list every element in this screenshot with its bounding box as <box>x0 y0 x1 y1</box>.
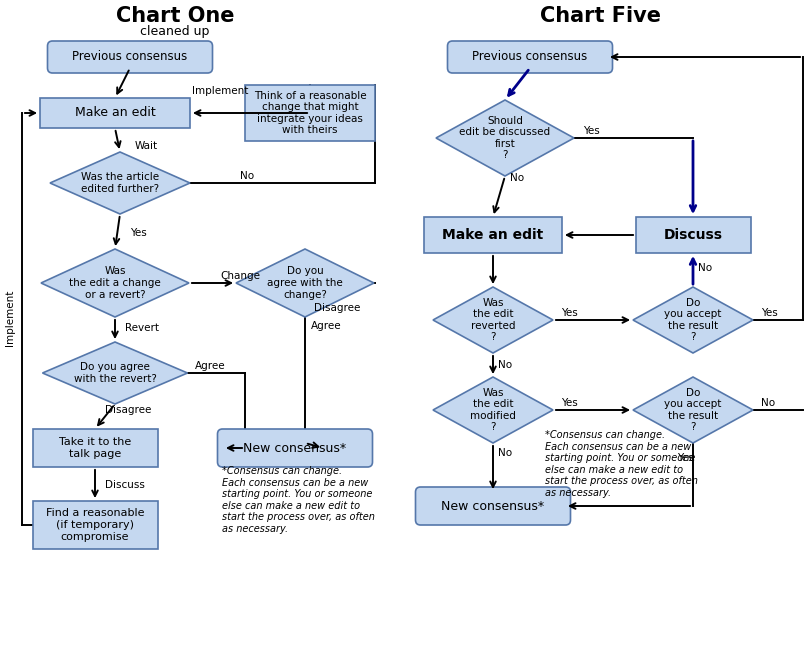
FancyBboxPatch shape <box>32 429 158 467</box>
Text: Wait: Wait <box>135 141 158 151</box>
Text: Implement: Implement <box>191 86 248 96</box>
Text: Was
the edit
reverted
?: Was the edit reverted ? <box>471 297 516 342</box>
FancyBboxPatch shape <box>448 41 612 73</box>
Text: Think of a reasonable
change that might
integrate your ideas
with theirs: Think of a reasonable change that might … <box>254 91 366 136</box>
FancyBboxPatch shape <box>636 217 751 253</box>
FancyBboxPatch shape <box>48 41 213 73</box>
FancyBboxPatch shape <box>245 85 375 141</box>
Text: Change: Change <box>220 271 260 281</box>
Text: Previous consensus: Previous consensus <box>73 51 187 64</box>
Polygon shape <box>41 249 189 317</box>
Text: New consensus*: New consensus* <box>243 442 347 455</box>
Text: Yes: Yes <box>130 228 147 238</box>
Polygon shape <box>433 377 553 443</box>
Text: No: No <box>698 263 712 273</box>
Polygon shape <box>236 249 374 317</box>
Polygon shape <box>50 152 190 214</box>
Text: Discuss: Discuss <box>105 480 145 490</box>
Text: Previous consensus: Previous consensus <box>473 51 587 64</box>
FancyBboxPatch shape <box>424 217 562 253</box>
Text: Do you agree
with the revert?: Do you agree with the revert? <box>74 362 157 384</box>
Text: New consensus*: New consensus* <box>441 499 545 513</box>
Text: *Consensus can change.
Each consensus can be a new
starting point. You or someon: *Consensus can change. Each consensus ca… <box>545 430 698 498</box>
Text: Disagree: Disagree <box>105 405 151 415</box>
Text: Discuss: Discuss <box>663 228 722 242</box>
Polygon shape <box>43 342 187 404</box>
Text: Make an edit: Make an edit <box>74 107 155 120</box>
Text: No: No <box>498 360 512 370</box>
Text: cleaned up: cleaned up <box>141 26 210 39</box>
Text: No: No <box>498 448 512 458</box>
Text: Yes: Yes <box>761 308 778 318</box>
Text: Revert: Revert <box>125 323 159 333</box>
FancyBboxPatch shape <box>40 98 190 128</box>
Text: Yes: Yes <box>583 126 600 136</box>
Polygon shape <box>433 287 553 353</box>
Polygon shape <box>633 287 753 353</box>
Text: Yes: Yes <box>561 398 578 408</box>
Text: Implement: Implement <box>5 290 15 346</box>
Text: Yes: Yes <box>561 308 578 318</box>
Text: No: No <box>761 398 775 408</box>
Text: No: No <box>240 171 255 181</box>
Text: *Consensus can change.
Each consensus can be a new
starting point. You or someon: *Consensus can change. Each consensus ca… <box>222 466 375 534</box>
Text: Do you
agree with the
change?: Do you agree with the change? <box>267 266 343 299</box>
Text: Chart Five: Chart Five <box>540 6 660 26</box>
Text: Chart One: Chart One <box>116 6 234 26</box>
Text: Do
you accept
the result
?: Do you accept the result ? <box>664 388 722 432</box>
FancyBboxPatch shape <box>415 487 570 525</box>
Text: Was
the edit a change
or a revert?: Was the edit a change or a revert? <box>69 266 161 299</box>
Polygon shape <box>436 100 574 176</box>
Text: Should
edit be discussed
first
?: Should edit be discussed first ? <box>460 116 550 161</box>
Text: Yes: Yes <box>676 453 693 463</box>
FancyBboxPatch shape <box>217 429 372 467</box>
Text: Agree: Agree <box>311 321 342 331</box>
Polygon shape <box>633 377 753 443</box>
Text: Do
you accept
the result
?: Do you accept the result ? <box>664 297 722 342</box>
Text: Find a reasonable
(if temporary)
compromise: Find a reasonable (if temporary) comprom… <box>46 509 145 542</box>
Text: Take it to the
talk page: Take it to the talk page <box>59 437 131 459</box>
FancyBboxPatch shape <box>32 501 158 549</box>
Text: Disagree: Disagree <box>314 303 360 313</box>
Text: Was the article
edited further?: Was the article edited further? <box>81 172 159 194</box>
Text: Make an edit: Make an edit <box>442 228 544 242</box>
Text: Was
the edit
modified
?: Was the edit modified ? <box>470 388 516 432</box>
Text: No: No <box>510 173 524 183</box>
Text: Agree: Agree <box>195 361 225 371</box>
